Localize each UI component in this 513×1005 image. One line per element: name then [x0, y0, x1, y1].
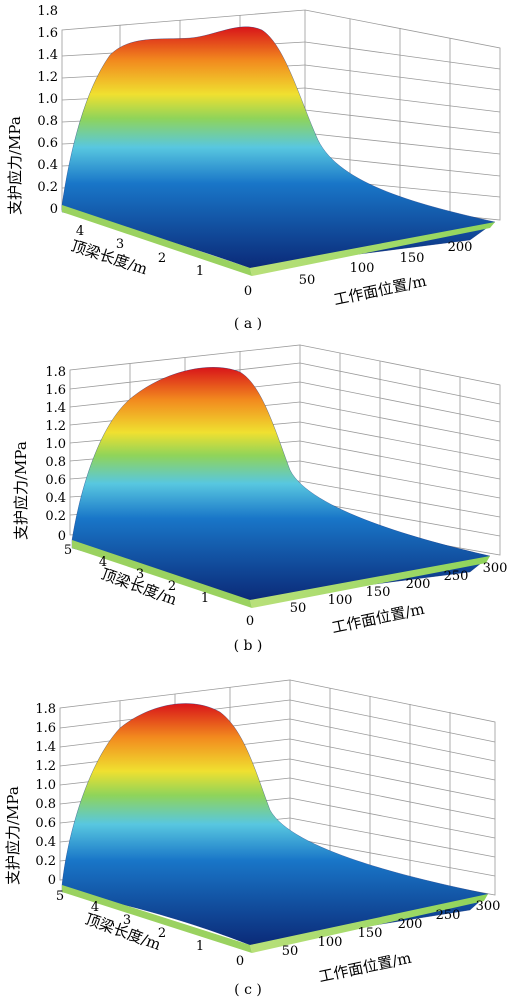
z-tick: 0.6: [37, 136, 58, 151]
panel-c-surface: [61, 703, 489, 946]
panel-c-edge: [250, 894, 488, 953]
x-tick: 200: [448, 240, 473, 255]
panel-a: 0 0.2 0.4 0.6 0.8 1.0 1.2 1.4 1.6 1.8 0 …: [6, 4, 501, 332]
panel-a-y-label: 顶梁长度/m: [69, 237, 150, 279]
z-tick: 0.8: [37, 114, 58, 129]
x-tick: 50: [290, 601, 307, 616]
z-tick: 0.6: [35, 816, 56, 831]
y-tick: 3: [136, 567, 144, 582]
x-tick: 50: [299, 273, 316, 288]
z-tick: 1.2: [37, 70, 58, 85]
y-tick: 0: [244, 284, 252, 299]
y-tick: 4: [99, 555, 107, 570]
x-tick: 300: [483, 561, 508, 576]
z-tick: 0: [50, 202, 58, 217]
z-tick: 0.8: [35, 797, 56, 812]
z-tick: 1.4: [45, 401, 66, 416]
z-tick: 0.2: [45, 509, 66, 524]
z-tick: 0.4: [37, 158, 58, 173]
panel-b-y-ticks: 0 1 2 3 4 5: [64, 543, 254, 629]
panel-c-x-ticks: 0 50 100 150 200 250 300: [236, 899, 501, 969]
panel-a-surface: [61, 26, 496, 269]
panel-c-z-label: 支护应力/MPa: [4, 786, 22, 885]
y-tick: 5: [64, 543, 72, 558]
panel-b-edge-left: [72, 540, 252, 608]
panel-c-z-ticks: 0 0.2 0.4 0.6 0.8 1.0 1.2 1.4 1.6 1.8: [35, 702, 56, 888]
x-tick: 100: [350, 261, 375, 276]
y-tick: 1: [196, 264, 204, 279]
z-tick: 1.8: [35, 702, 56, 717]
z-tick: 1.6: [37, 26, 58, 41]
y-tick: 5: [56, 889, 64, 904]
z-tick: 0.4: [35, 835, 56, 850]
x-tick: 200: [398, 917, 423, 932]
z-tick: 1.2: [45, 419, 66, 434]
z-tick: 1.4: [35, 740, 56, 755]
x-tick: 150: [400, 251, 425, 266]
z-tick: 0.6: [45, 473, 66, 488]
y-tick: 4: [91, 900, 99, 915]
panel-c-caption: ( c ): [234, 982, 262, 998]
x-tick: 250: [444, 569, 469, 584]
y-tick: 0: [246, 614, 254, 629]
x-tick: 100: [318, 935, 343, 950]
panel-b-caption: ( b ): [234, 638, 263, 654]
z-tick: 0: [48, 873, 56, 888]
panel-a-edge-left: [62, 205, 252, 276]
z-tick: 1.6: [45, 383, 66, 398]
panel-c: 0 0.2 0.4 0.6 0.8 1.0 1.2 1.4 1.6 1.8 1 …: [4, 679, 501, 998]
panel-a-x-label: 工作面位置/m: [332, 272, 428, 309]
x-tick: 250: [436, 908, 461, 923]
y-tick: 3: [123, 913, 131, 928]
panel-a-z-label: 支护应力/MPa: [6, 116, 24, 215]
z-tick: 1.2: [35, 759, 56, 774]
y-tick: 1: [196, 939, 204, 954]
z-tick: 1.0: [45, 437, 66, 452]
x-tick: 150: [366, 585, 391, 600]
z-tick: 0: [58, 529, 66, 544]
y-tick: 2: [168, 579, 176, 594]
x-tick: 200: [406, 577, 431, 592]
y-tick: 4: [76, 224, 84, 239]
panel-b-x-ticks: 50 100 150 200 250 300: [290, 561, 508, 616]
panel-b-z-label: 支护应力/MPa: [12, 441, 30, 540]
panel-a-edge: [250, 222, 495, 276]
x-tick: 0: [236, 954, 244, 969]
panel-b-edge: [250, 556, 490, 608]
panel-a-y-ticks: 0 1 2 3 4: [76, 224, 252, 299]
panel-a-x-ticks: 50 100 150 200: [299, 240, 473, 288]
panel-c-edge-left: [62, 885, 252, 953]
panel-c-x-label: 工作面位置/m: [317, 949, 413, 986]
z-tick: 0.4: [45, 491, 66, 506]
panel-a-caption: ( a ): [234, 316, 262, 332]
z-tick: 1.6: [35, 721, 56, 736]
z-tick: 1.0: [37, 92, 58, 107]
y-tick: 3: [116, 237, 124, 252]
x-tick: 50: [282, 944, 299, 959]
x-tick: 150: [358, 926, 383, 941]
z-tick: 1.0: [35, 778, 56, 793]
z-tick: 1.8: [37, 4, 58, 19]
panel-c-y-ticks: 1 2 3 4 5: [56, 889, 204, 954]
panel-b-z-ticks: 0 0.2 0.4 0.6 0.8 1.0 1.2 1.4 1.6 1.8: [45, 365, 66, 544]
z-tick: 0.8: [45, 455, 66, 470]
z-tick: 1.8: [45, 365, 66, 380]
x-tick: 300: [476, 899, 501, 914]
y-tick: 2: [158, 251, 166, 266]
x-tick: 100: [328, 593, 353, 608]
panel-a-z-ticks: 0 0.2 0.4 0.6 0.8 1.0 1.2 1.4 1.6 1.8: [37, 4, 58, 217]
z-tick: 0.2: [37, 180, 58, 195]
z-tick: 0.2: [35, 854, 56, 869]
y-tick: 2: [158, 926, 166, 941]
panel-b: 0 0.2 0.4 0.6 0.8 1.0 1.2 1.4 1.6 1.8 0 …: [12, 344, 508, 654]
y-tick: 1: [201, 591, 209, 606]
z-tick: 1.4: [37, 48, 58, 63]
